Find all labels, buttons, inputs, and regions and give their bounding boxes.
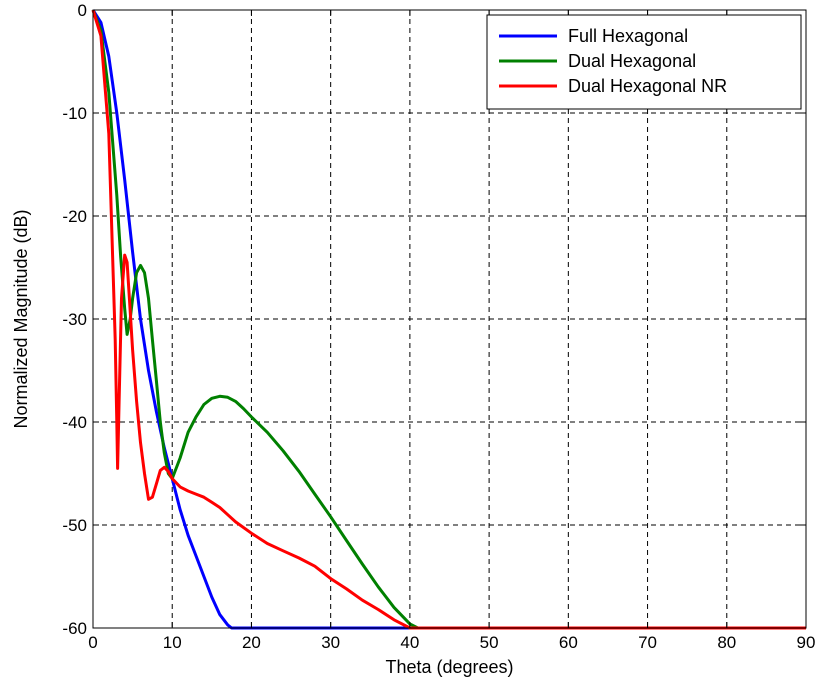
y-tick-label: -40 [62,413,87,432]
y-tick-label: -10 [62,104,87,123]
y-tick-label: -50 [62,516,87,535]
series-line-3 [91,9,806,630]
gridlines [93,10,806,628]
x-tick-label: 70 [638,633,657,652]
x-tick-label: 40 [400,633,419,652]
y-tick-label: -20 [62,207,87,226]
x-tick-label: 50 [480,633,499,652]
x-axis-label: Theta (degrees) [385,657,513,677]
tick-labels: 0 10 20 30 40 50 60 70 80 90 0 -10 -20 -30 -40 -50 -60 [62,1,815,652]
x-tick-label: 30 [321,633,340,652]
x-tick-label: 10 [163,633,182,652]
x-tick-label: 0 [88,633,97,652]
x-tick-label: 20 [242,633,261,652]
legend: Full Hexagonal Dual Hexagonal Dual Hexagon… [486,14,802,110]
y-axis-label: Normalized Magnitude (dB) [11,209,31,428]
x-tick-label: 80 [717,633,736,652]
y-tick-label: -30 [62,310,87,329]
legend-label-2: Dual Hexagonal [568,51,696,71]
x-tick-label: 60 [559,633,578,652]
y-tick-label: -60 [62,619,87,638]
legend-label-3: Dual Hexagonal NR [568,76,727,96]
y-tick-label: 0 [78,1,87,20]
x-tick-label: 90 [797,633,816,652]
legend-label-1: Full Hexagonal [568,26,688,46]
